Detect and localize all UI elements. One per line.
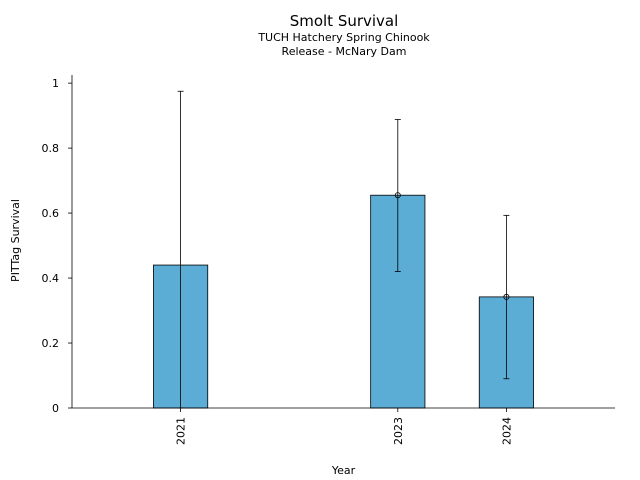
y-tick-label-3: 0.6 [42, 207, 60, 220]
labels-layer: 0 0.2 0.4 0.6 0.8 1 2021 2023 2024 Year PITTag Sur… [9, 77, 513, 477]
y-tick-label-2: 0.4 [42, 272, 60, 285]
y-tick-label-1: 0.2 [42, 337, 60, 350]
x-axis-label: Year [331, 464, 356, 477]
chart-subtitle-line-1: TUCH Hatchery Spring Chinook [258, 31, 430, 44]
bars-layer [153, 194, 534, 409]
axes-layer [68, 75, 615, 412]
chart-title: Smolt Survival [289, 12, 399, 30]
x-tick-label-2024: 2024 [500, 417, 513, 445]
x-tick-label-2023: 2023 [392, 417, 405, 445]
y-tick-label-4: 0.8 [42, 142, 60, 155]
y-tick-label-5: 1 [52, 77, 59, 90]
point-marker-2023 [394, 192, 401, 199]
error-bars-layer [177, 90, 510, 409]
x-tick-label-2021: 2021 [175, 417, 188, 445]
chart-subtitle-line-2: Release - McNary Dam [281, 45, 407, 58]
y-axis-label: PITTag Survival [9, 199, 22, 282]
point-marker-2024 [503, 293, 510, 300]
y-tick-label-0: 0 [52, 402, 59, 415]
